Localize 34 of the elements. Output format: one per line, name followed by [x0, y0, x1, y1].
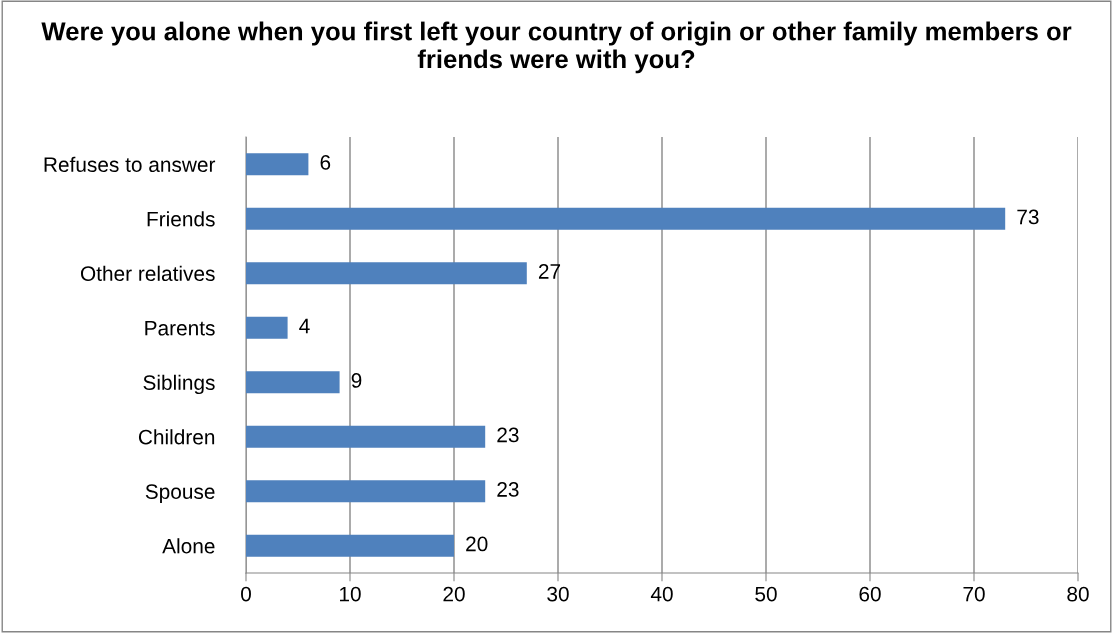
y-tick-label: Siblings — [143, 374, 215, 395]
data-label: 23 — [497, 482, 519, 497]
bar — [246, 262, 527, 285]
x-tick-label: 10 — [340, 586, 361, 602]
data-label: 23 — [497, 427, 519, 443]
x-tick-label: 70 — [963, 586, 985, 602]
x-tick-label: 40 — [650, 586, 673, 602]
data-label: 6 — [320, 155, 331, 170]
bar — [246, 534, 454, 557]
bar — [246, 480, 486, 503]
x-tick-label: 50 — [755, 586, 777, 602]
x-tick-label: 80 — [1067, 586, 1089, 602]
chart-title: Were you alone when you first left your country of origin or other family members or friends were with you? — [41, 21, 1072, 74]
data-label: 9 — [351, 373, 362, 388]
data-label: 20 — [466, 536, 488, 552]
y-tick-label: Refuses to answer — [44, 156, 216, 172]
x-tick-label: 60 — [859, 586, 881, 602]
bar — [246, 207, 1006, 230]
data-label: 27 — [538, 264, 561, 279]
y-tick-label: Spouse — [145, 484, 215, 504]
x-tick-label: 20 — [443, 586, 465, 602]
bar — [246, 153, 309, 176]
data-label: 73 — [1017, 209, 1039, 225]
x-tick-label: 0 — [241, 586, 251, 602]
y-tick-label: Children — [138, 429, 215, 445]
bar — [246, 425, 486, 448]
x-tick-label: 30 — [547, 586, 569, 602]
y-tick-label: Friends — [147, 211, 215, 227]
y-tick-label: Alone — [162, 538, 215, 554]
bar — [246, 316, 288, 339]
y-tick-label: Other relatives — [80, 265, 215, 281]
y-tick-label: Parents — [145, 320, 215, 336]
data-label: 4 — [299, 318, 310, 334]
bar — [246, 371, 340, 394]
